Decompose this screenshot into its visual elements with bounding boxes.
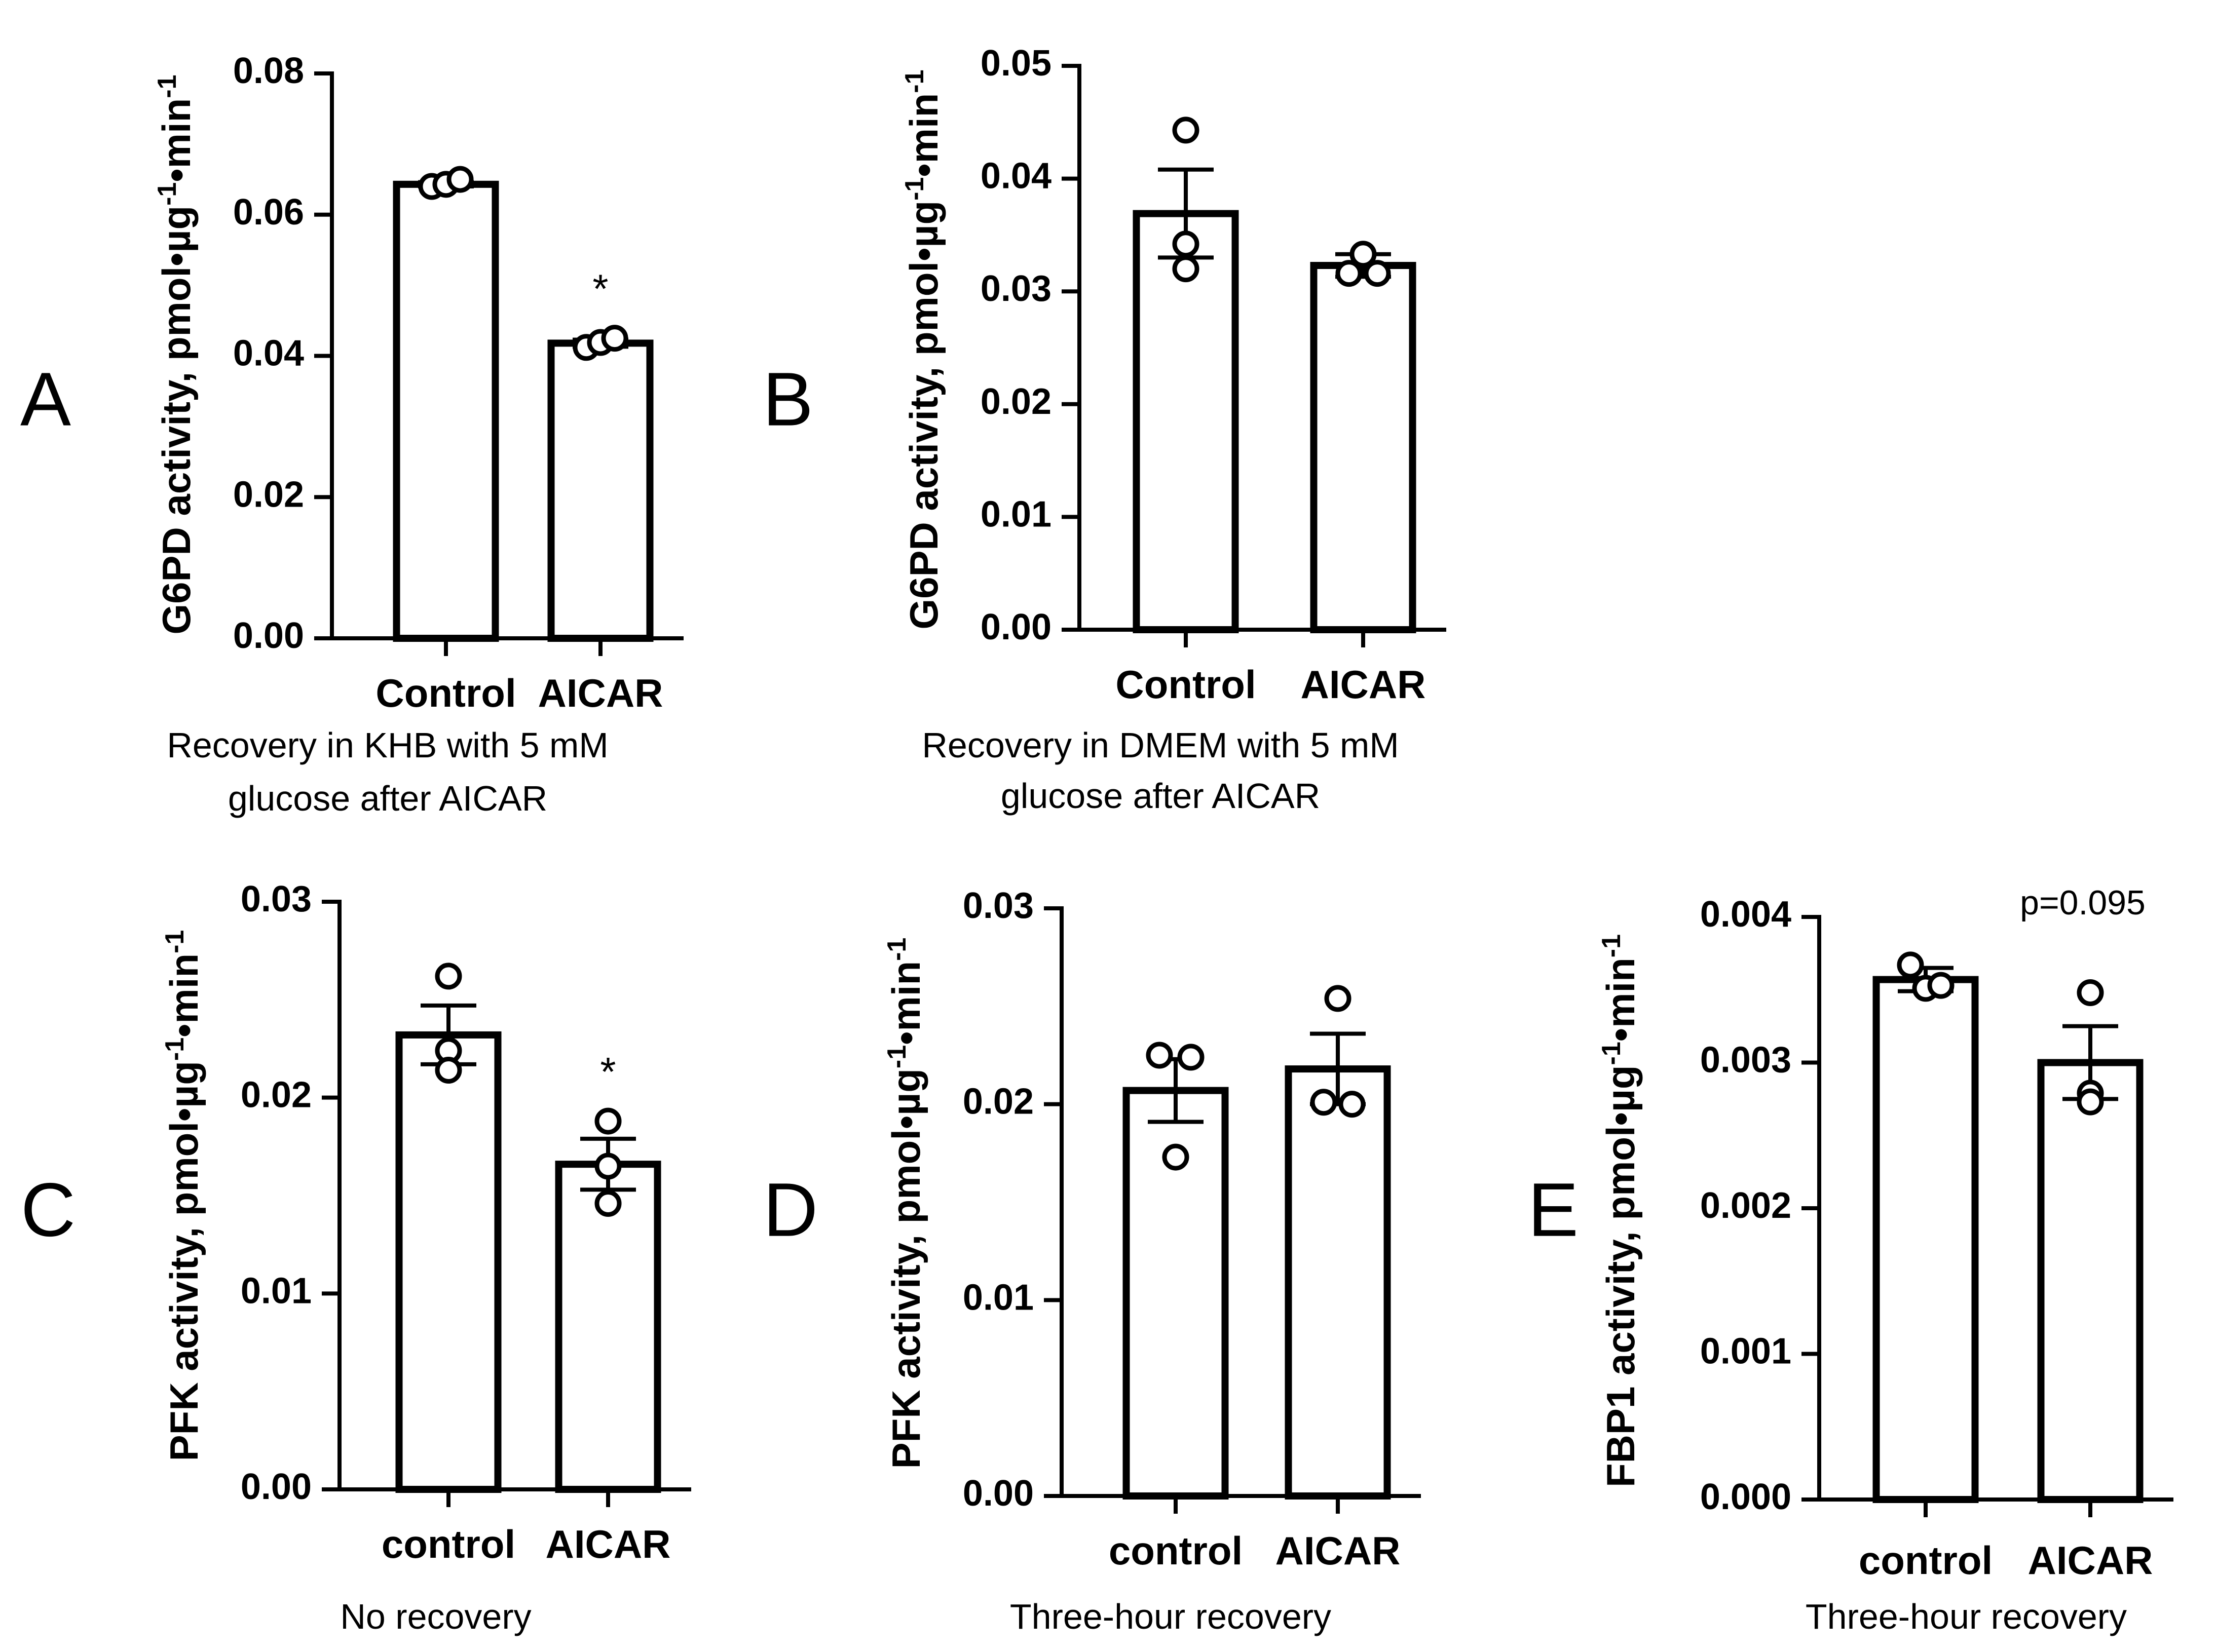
- category-label-aicar: AICAR: [546, 1522, 671, 1566]
- y-tick-label: 0.003: [1700, 1040, 1791, 1081]
- y-tick-label: 0.01: [241, 1271, 312, 1311]
- panel-caption: Three-hour recovery: [1010, 1597, 1331, 1636]
- data-point: [1927, 972, 1955, 999]
- y-tick-label: 0.002: [1700, 1185, 1791, 1226]
- data-point: [594, 1152, 622, 1180]
- bar-control: [1872, 976, 1979, 1503]
- category-label-control: Control: [1115, 662, 1256, 707]
- y-tick-label: 0.00: [241, 1467, 312, 1507]
- chart-panel-d: D 0.00 0.01 0.02 0.03 control AICAR PFK activit…: [763, 886, 1421, 1636]
- panel-caption: Recovery in KHB with 5 mM: [167, 725, 608, 765]
- panel-caption: glucose after AICAR: [1001, 776, 1320, 816]
- data-point: [594, 1189, 622, 1217]
- y-tick-label: 0.01: [963, 1277, 1034, 1318]
- panel-letter: A: [20, 357, 71, 442]
- y-tick-label: 0.08: [233, 51, 304, 91]
- y-tick-label: 0.004: [1700, 894, 1791, 935]
- data-point: [594, 1107, 622, 1135]
- panel-caption: Recovery in DMEM with 5 mM: [922, 725, 1399, 765]
- y-axis-label: G6PD activity, pmol•µg-1•min-1: [153, 74, 199, 634]
- y-tick-label: 0.06: [233, 192, 304, 233]
- data-point: [435, 1057, 462, 1084]
- y-tick-label: 0.04: [233, 333, 304, 374]
- chart-panel-e: E 0.000 0.001 0.002 0.003 0.004 control AICAR p=…: [1528, 883, 2173, 1636]
- bar-aicar: [1285, 1065, 1391, 1500]
- y-tick-label: 0.05: [981, 43, 1051, 84]
- significance-asterisk: *: [592, 266, 608, 312]
- data-point: [1897, 951, 1924, 979]
- category-label-aicar: AICAR: [1301, 662, 1426, 707]
- y-tick-label: 0.00: [981, 607, 1051, 647]
- y-tick-label: 0.01: [981, 494, 1051, 534]
- category-label-control: control: [382, 1522, 515, 1566]
- y-tick-label: 0.03: [241, 879, 312, 919]
- y-tick-label: 0.04: [981, 156, 1051, 197]
- category-label-aicar: AICAR: [538, 671, 663, 715]
- data-point: [446, 166, 474, 193]
- y-tick-label: 0.03: [963, 886, 1034, 926]
- bar-control: [393, 180, 499, 642]
- data-point: [435, 963, 462, 990]
- y-tick-label: 0.02: [241, 1075, 312, 1116]
- data-point: [1364, 260, 1391, 287]
- data-point: [1349, 241, 1377, 268]
- panel-letter: B: [763, 357, 813, 442]
- data-point: [1324, 985, 1351, 1012]
- bar-control: [395, 1031, 502, 1493]
- panel-letter: D: [763, 1167, 818, 1252]
- panel-letter: E: [1528, 1167, 1579, 1252]
- bar-aicar: [1310, 262, 1416, 633]
- y-tick-label: 0.02: [233, 474, 304, 515]
- chart-panel-b: B 0.00 0.01 0.02 0.03 0.04 0.05 Control AICAR G6P…: [763, 43, 1446, 816]
- category-label-control: control: [1109, 1528, 1243, 1573]
- data-point: [1310, 1089, 1337, 1116]
- y-tick-label: 0.001: [1700, 1331, 1791, 1372]
- y-tick-label: 0.02: [981, 381, 1051, 422]
- y-axis-label: PFK activity, pmol•µg-1•min-1: [882, 938, 928, 1469]
- data-point: [1162, 1143, 1189, 1171]
- category-label-aicar: AICAR: [1275, 1528, 1401, 1573]
- data-point: [1146, 1042, 1173, 1069]
- p-value-annotation: p=0.095: [2020, 883, 2146, 922]
- bar-aicar: [547, 339, 654, 642]
- y-tick-label: 0.000: [1700, 1477, 1791, 1517]
- data-point: [2077, 1088, 2104, 1116]
- data-point: [2077, 979, 2104, 1006]
- data-point: [601, 325, 628, 352]
- y-tick-label: 0.03: [981, 268, 1051, 309]
- category-label-control: Control: [375, 671, 516, 715]
- data-point: [1172, 255, 1199, 283]
- y-axis-label: PFK activity, pmol•µg-1•min-1: [160, 930, 206, 1462]
- data-point: [1177, 1044, 1205, 1071]
- category-label-aicar: AICAR: [2028, 1538, 2153, 1583]
- panel-caption: Three-hour recovery: [1806, 1597, 2127, 1636]
- panel-letter: C: [21, 1167, 76, 1252]
- y-tick-label: 0.02: [963, 1082, 1034, 1122]
- chart-panel-a: A 0.00 0.02 0.04 0.06 0.08 Control AICAR * G6PD a…: [20, 51, 684, 818]
- category-label-control: control: [1859, 1538, 1993, 1583]
- data-point: [1172, 230, 1199, 258]
- panel-caption: glucose after AICAR: [228, 779, 547, 818]
- y-axis-label: FBP1 activity, pmol•µg-1•min-1: [1597, 934, 1643, 1487]
- bar-aicar: [2037, 1059, 2144, 1503]
- y-tick-label: 0.00: [963, 1473, 1034, 1514]
- panel-caption: No recovery: [340, 1597, 531, 1636]
- data-point: [1338, 1091, 1366, 1118]
- y-axis-label: G6PD activity, pmol•µg-1•min-1: [900, 69, 946, 629]
- chart-panel-c: C 0.00 0.01 0.02 0.03 control AICAR * PFK activi…: [21, 879, 691, 1636]
- significance-asterisk: *: [600, 1049, 616, 1094]
- data-point: [1172, 117, 1199, 144]
- data-point: [1335, 260, 1363, 287]
- y-tick-label: 0.00: [233, 616, 304, 656]
